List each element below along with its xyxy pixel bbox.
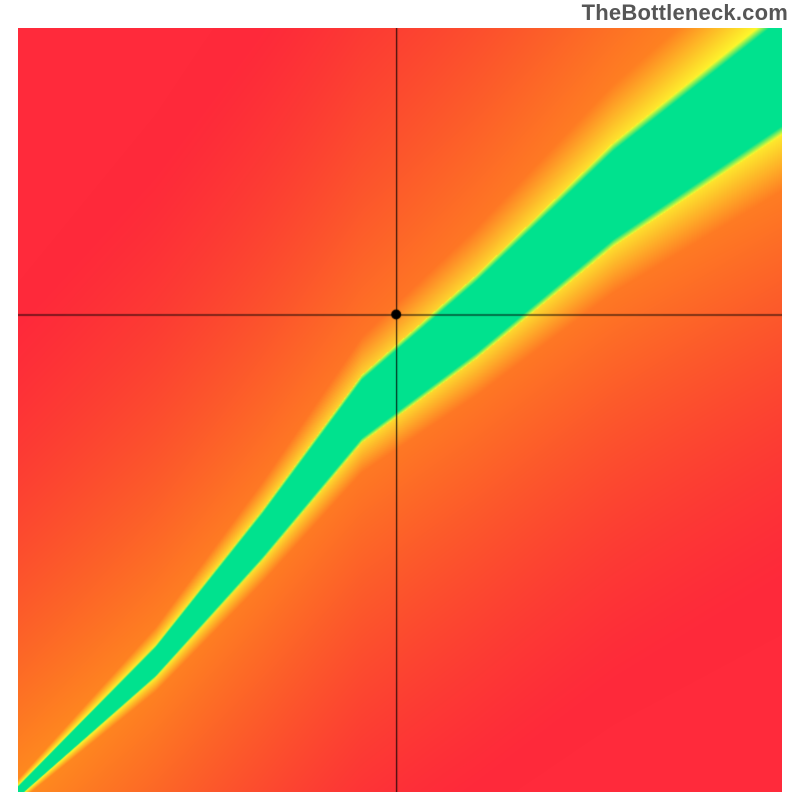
heatmap-chart [18, 28, 782, 792]
watermark-text: TheBottleneck.com [582, 0, 788, 26]
